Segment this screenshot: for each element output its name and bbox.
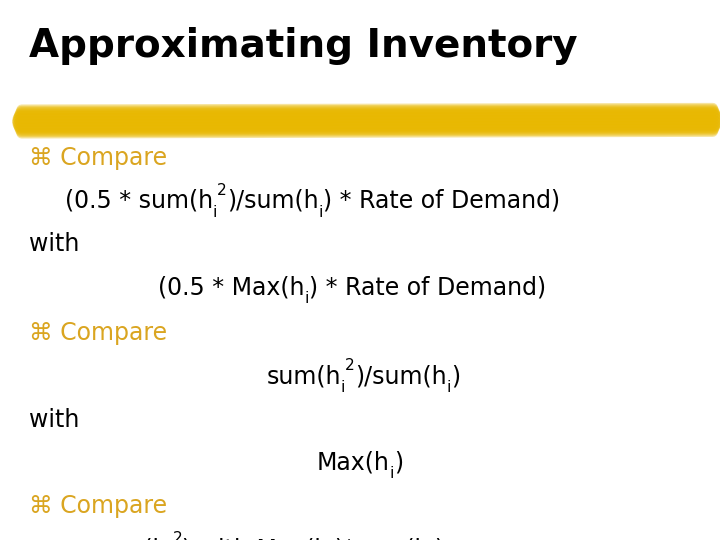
- Text: Approximating Inventory: Approximating Inventory: [29, 26, 577, 65]
- Text: ) * Rate of Demand): ) * Rate of Demand): [310, 275, 546, 299]
- Text: i: i: [341, 380, 346, 395]
- Text: 2: 2: [217, 183, 227, 198]
- Text: )*sum(h: )*sum(h: [334, 537, 429, 540]
- Text: 2: 2: [346, 359, 355, 374]
- Text: ): ): [394, 451, 403, 475]
- Text: Max(h: Max(h: [317, 451, 390, 475]
- Text: (0.5 * sum(h: (0.5 * sum(h: [65, 189, 213, 213]
- Text: ) with Max(h: ) with Max(h: [182, 537, 330, 540]
- Text: i: i: [213, 205, 217, 220]
- Text: i: i: [390, 467, 394, 482]
- Text: i: i: [305, 291, 310, 306]
- Text: sum(h: sum(h: [94, 537, 168, 540]
- Text: i: i: [446, 380, 451, 395]
- Text: (0.5 * Max(h: (0.5 * Max(h: [158, 275, 305, 299]
- Text: ): ): [451, 364, 460, 388]
- Text: ⌘ Compare: ⌘ Compare: [29, 321, 167, 345]
- Text: ): ): [434, 537, 443, 540]
- Text: )/sum(h: )/sum(h: [227, 189, 319, 213]
- Text: with: with: [29, 408, 79, 431]
- Text: i: i: [319, 205, 323, 220]
- Text: sum(h: sum(h: [266, 364, 341, 388]
- Text: ⌘ Compare: ⌘ Compare: [29, 494, 167, 518]
- Text: ⌘ Compare: ⌘ Compare: [29, 146, 167, 170]
- Text: with: with: [29, 232, 79, 256]
- Text: ) * Rate of Demand): ) * Rate of Demand): [323, 189, 560, 213]
- Text: 2: 2: [173, 531, 182, 540]
- Text: )/sum(h: )/sum(h: [355, 364, 446, 388]
